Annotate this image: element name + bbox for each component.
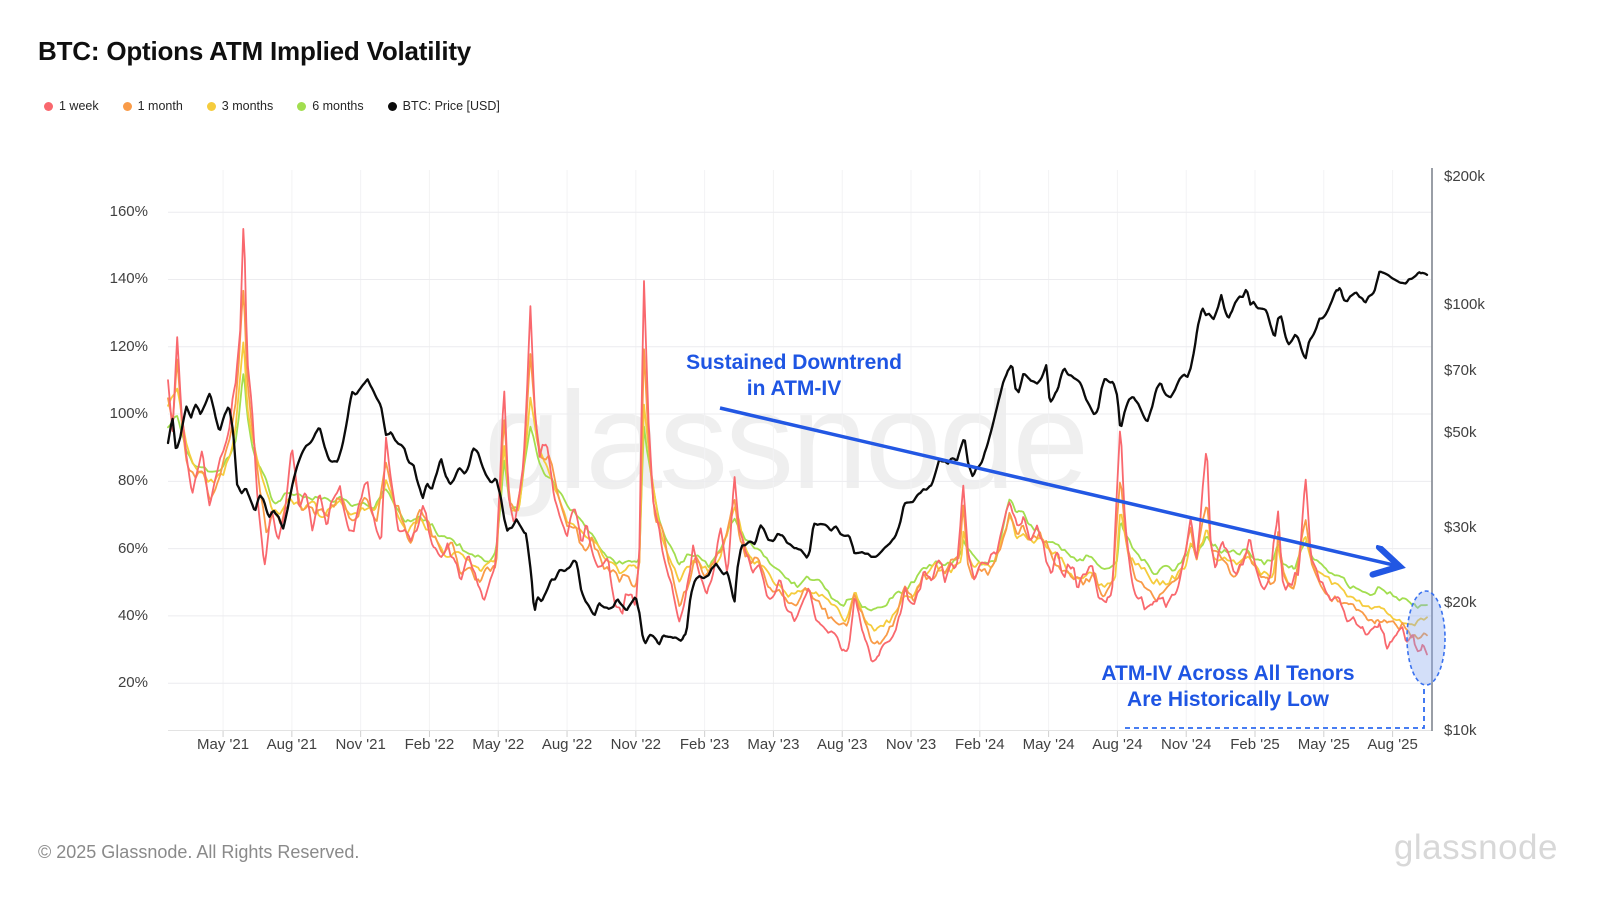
legend-label: 3 months — [221, 99, 274, 113]
legend-dot-icon — [206, 101, 216, 111]
x-tick-label: Aug '24 — [1092, 736, 1143, 753]
series-6-months — [167, 373, 1428, 612]
x-tick-label: Nov '21 — [335, 736, 386, 753]
x-tick-label: May '22 — [472, 736, 525, 753]
x-tick-label: Nov '23 — [885, 736, 937, 753]
y-left-tick-label: 100% — [109, 405, 148, 423]
legend-label: BTC: Price [USD] — [402, 99, 500, 113]
legend-label: 6 months — [312, 99, 364, 113]
y-left-tick-label: 20% — [117, 674, 148, 692]
legend-label: 1 month — [137, 99, 183, 113]
x-tick-label: Aug '23 — [817, 736, 868, 753]
y-left-tick-label: 160% — [109, 203, 148, 221]
series-1-week — [167, 228, 1428, 663]
y-right-tick-label: $200k — [1444, 167, 1485, 185]
x-tick-label: May '24 — [1022, 736, 1075, 753]
x-tick-label: May '21 — [197, 736, 250, 753]
x-tick-label: Feb '22 — [404, 736, 455, 753]
annotation-downtrend-line2: in ATM-IV — [746, 377, 842, 400]
legend-label: 1 week — [59, 99, 99, 113]
legend-dot-icon — [387, 101, 397, 111]
gridlines — [168, 170, 1432, 737]
legend-dot-icon — [297, 101, 307, 111]
downtrend-arrow — [719, 406, 1398, 566]
legend-item-6-months[interactable]: 6 months — [297, 99, 364, 113]
x-tick-label: Aug '25 — [1367, 736, 1418, 753]
x-tick-label: Aug '22 — [541, 736, 593, 753]
series-lines — [166, 228, 1429, 663]
chart-title: BTC: Options ATM Implied Volatility — [38, 36, 472, 66]
x-tick-label: Feb '23 — [679, 736, 730, 753]
x-tick-label: Feb '24 — [955, 736, 1005, 753]
x-tick-label: Nov '22 — [610, 736, 662, 753]
y-right-tick-label: $70k — [1444, 361, 1477, 379]
legend-item-1-month[interactable]: 1 month — [122, 99, 183, 113]
annotation-downtrend: Sustained Downtrend in ATM-IV — [634, 350, 954, 402]
legend-dot-icon — [122, 101, 132, 111]
annotation-downtrend-line1: Sustained Downtrend — [686, 351, 902, 374]
legend: 1 week 1 month 3 months 6 months BTC: Price … — [44, 99, 500, 113]
x-tick-label: May '25 — [1297, 736, 1350, 753]
y-left-tick-label: 40% — [117, 606, 148, 624]
y-left-tick-label: 140% — [109, 270, 148, 288]
series-1-month — [167, 289, 1428, 645]
annotation-low-line2: Are Historically Low — [1127, 688, 1329, 711]
legend-dot-icon — [44, 101, 53, 111]
historically-low-bracket — [1125, 688, 1425, 729]
y-right-tick-label: $20k — [1444, 593, 1477, 611]
y-left-tick-label: 120% — [109, 337, 148, 355]
legend-item-1-week[interactable]: 1 week — [44, 99, 99, 113]
y-right-tick-label: $10k — [1444, 722, 1477, 739]
annotation-low-line1: ATM-IV Across All Tenors — [1101, 662, 1355, 685]
x-tick-label: Aug '21 — [266, 736, 318, 753]
y-left-tick-label: 80% — [117, 472, 148, 490]
annotation-low: ATM-IV Across All Tenors Are Historicall… — [1068, 661, 1388, 713]
legend-item-3-months[interactable]: 3 months — [206, 99, 274, 113]
y-left-tick-label: 60% — [117, 539, 148, 557]
series-btc-price-usd- — [166, 270, 1429, 646]
x-tick-label: Feb '25 — [1230, 736, 1280, 753]
x-tick-label: Nov '24 — [1161, 736, 1212, 753]
legend-item-btc-price-usd-[interactable]: BTC: Price [USD] — [387, 99, 500, 113]
y-right-tick-label: $30k — [1444, 518, 1477, 536]
glassnode-logo: glassnode — [1393, 828, 1558, 867]
y-right-tick-label: $50k — [1444, 424, 1477, 442]
historically-low-ellipse — [1406, 590, 1446, 686]
x-tick-label: May '23 — [747, 736, 800, 753]
y-right-tick-label: $100k — [1444, 296, 1485, 313]
footer-copyright: © 2025 Glassnode. All Rights Reserved. — [38, 842, 360, 862]
